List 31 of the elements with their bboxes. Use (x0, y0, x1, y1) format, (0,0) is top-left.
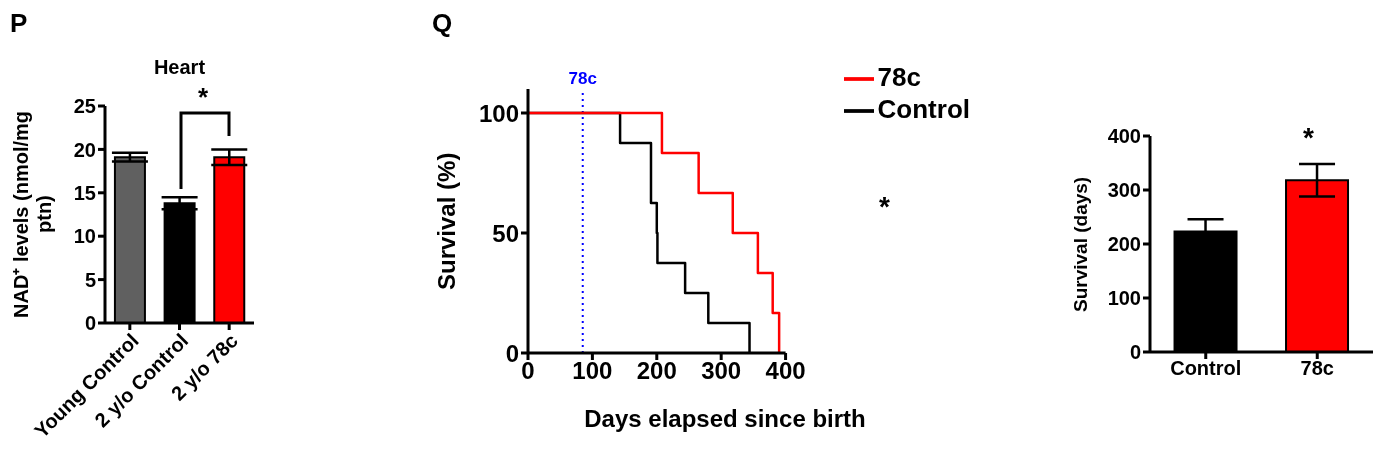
y-tick-label: 15 (73, 181, 96, 204)
x-tick-label: Control (1170, 357, 1242, 380)
y-tick-label: 100 (1107, 287, 1141, 310)
x-axis-title: Days elapsed since birth (583, 405, 867, 433)
y-tick-label: 50 (492, 219, 519, 247)
y-tick-label: 20 (73, 138, 96, 161)
annotation: * (1303, 122, 1314, 153)
x-tick-label: 400 (765, 357, 806, 385)
y-axis-title: Survival (days) (1070, 175, 1092, 314)
x-tick-label: 200 (636, 357, 677, 385)
y-tick-label: 200 (1107, 233, 1141, 256)
text: P (10, 8, 28, 38)
y-tick-label: 300 (1107, 179, 1141, 202)
x-tick-label: 78c (1300, 357, 1334, 380)
annotation: * (198, 82, 209, 112)
legend-label: 78c (877, 62, 921, 92)
x-tick-label: 100 (572, 357, 613, 385)
y-axis-title: Survival (%) (433, 151, 461, 292)
y-tick-label: 5 (84, 268, 96, 291)
text: Q (432, 8, 453, 38)
chart-title: Heart (152, 56, 207, 79)
y-axis-title: NAD⁺ levels (nmol/mg ptn) (10, 110, 56, 321)
x-tick-label: 300 (701, 357, 742, 385)
legend-label: Control (877, 94, 970, 125)
ref-line-label: 78c (568, 69, 597, 88)
text: * (879, 191, 890, 222)
y-tick-label: 0 (84, 312, 96, 335)
y-tick-label: 10 (73, 225, 96, 248)
y-tick-label: 25 (73, 95, 96, 118)
y-tick-label: 100 (478, 99, 519, 127)
y-tick-label: 400 (1107, 125, 1141, 148)
